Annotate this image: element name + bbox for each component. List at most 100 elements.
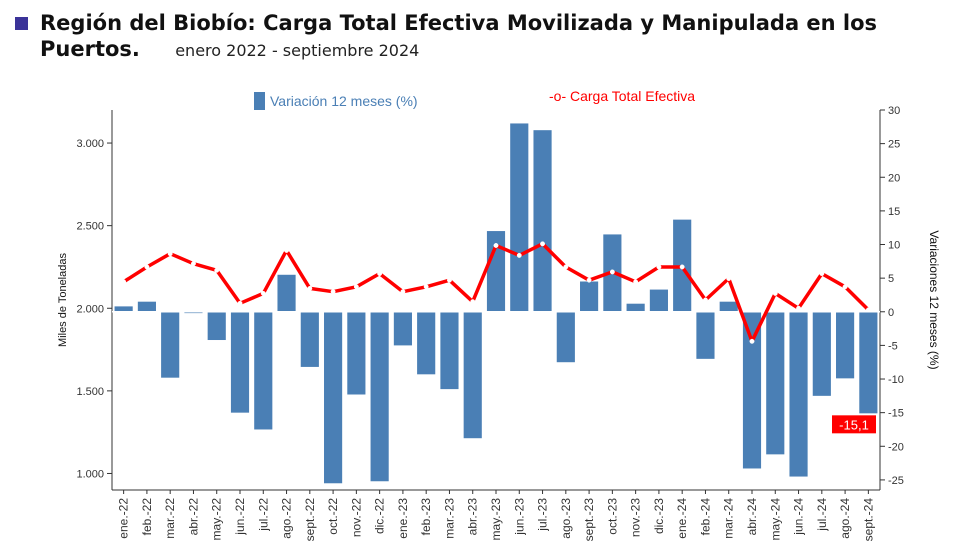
line-point-oct.-23 <box>609 269 615 275</box>
bar-jul.-22 <box>254 311 273 430</box>
bar-feb.-23 <box>417 311 436 375</box>
x-tick-label: dic.-22 <box>373 498 387 534</box>
bar-jul.-24 <box>812 311 831 396</box>
bar-jun.-24 <box>789 311 808 477</box>
line-point-nov.-23 <box>633 279 639 285</box>
line-point-may.-23 <box>493 243 499 248</box>
y-right-tick-label: -10 <box>888 374 904 386</box>
legend-line-label: -o- Carga Total Efectiva <box>549 88 695 104</box>
line-point-feb.-22 <box>144 264 150 270</box>
x-tick-label: abr.-22 <box>186 498 200 536</box>
bar-jun.-22 <box>230 311 250 413</box>
subtitle-text: enero 2022 - septiembre 2024 <box>175 41 420 60</box>
bar-ago.-22 <box>277 274 296 312</box>
bar-dic.-23 <box>649 289 668 312</box>
annotation-label: -15,1 <box>839 417 869 432</box>
x-tick-label: sept.-22 <box>303 498 317 542</box>
line-point-abr.-22 <box>191 261 196 267</box>
x-tick-label: oct.-23 <box>605 498 619 535</box>
y-right-tick-label: 30 <box>888 105 900 117</box>
line-point-jun.-22 <box>237 300 243 306</box>
legend-bar-swatch <box>254 92 265 110</box>
y-left-tick-label: 2.500 <box>76 221 104 233</box>
bar-ene.-23 <box>393 311 412 346</box>
line-point-abr.-24 <box>749 338 755 344</box>
y-left-tick-label: 2.000 <box>76 303 104 315</box>
line-point-jun.-24 <box>796 305 801 311</box>
bar-ene.-22 <box>114 306 133 312</box>
y-right-tick-label: -15 <box>888 408 904 420</box>
x-tick-label: nov.-22 <box>349 498 363 537</box>
bar-nov.-23 <box>626 303 645 312</box>
bar-abr.-23 <box>463 311 482 439</box>
line-point-dic.-23 <box>656 264 662 270</box>
y-right-tick-label: 25 <box>888 139 900 151</box>
title-text: Región del Biobío: Carga Total Efectiva … <box>40 11 878 61</box>
line-point-mar.-23 <box>447 277 452 283</box>
title-square-icon <box>15 17 28 30</box>
line-point-feb.-23 <box>423 284 429 290</box>
x-tick-label: sept.-24 <box>861 498 875 542</box>
bar-jun.-23 <box>510 123 529 312</box>
y-left-tick-label: 1.500 <box>76 386 104 398</box>
line-point-may.-24 <box>772 290 778 296</box>
line-point-oct.-22 <box>330 289 336 295</box>
bar-sept.-24 <box>859 311 878 414</box>
x-tick-label: ago.-22 <box>280 498 294 539</box>
x-tick-label: ago.-24 <box>838 498 852 539</box>
x-tick-label: jun.-24 <box>792 498 806 536</box>
bar-feb.-24 <box>696 311 715 359</box>
line-point-ago.-23 <box>563 264 569 270</box>
line-point-abr.-23 <box>470 299 476 305</box>
x-tick-label: mar.-22 <box>163 498 177 539</box>
y-right-tick-label: 0 <box>888 307 894 319</box>
x-tick-label: feb.-23 <box>419 498 433 536</box>
y-axis-left-title: Miles de Toneladas <box>57 253 69 347</box>
bar-sept.-22 <box>300 311 319 367</box>
bar-dic.-22 <box>370 311 389 482</box>
x-tick-label: oct.-22 <box>326 498 340 535</box>
line-point-may.-22 <box>214 267 220 273</box>
line-point-ene.-24 <box>679 264 685 270</box>
line-point-jul.-23 <box>540 241 545 247</box>
x-tick-label: jun.-23 <box>512 498 526 536</box>
y-left-tick-label: 1.000 <box>76 468 104 480</box>
line-point-sept.-24 <box>865 307 871 313</box>
line-point-ago.-22 <box>284 247 289 253</box>
x-tick-label: jul.-22 <box>256 498 270 532</box>
bar-may.-24 <box>766 311 785 455</box>
y-left-tick-label: 3.000 <box>76 138 104 150</box>
x-tick-label: mar.-23 <box>442 498 456 539</box>
line-point-mar.-22 <box>167 251 173 257</box>
x-tick-label: may.-22 <box>210 498 224 541</box>
line-point-sept.-22 <box>307 285 313 291</box>
bar-mar.-22 <box>161 311 180 378</box>
x-tick-label: nov.-23 <box>629 498 643 537</box>
x-tick-label: abr.-24 <box>745 498 759 536</box>
bar-may.-22 <box>207 311 226 341</box>
line-point-ago.-24 <box>842 284 848 290</box>
line-point-dic.-22 <box>377 271 383 277</box>
bar-mar.-24 <box>719 301 738 312</box>
bar-mar.-23 <box>440 311 459 390</box>
bar-nov.-22 <box>347 311 366 395</box>
bar-ago.-24 <box>836 311 855 379</box>
y-right-tick-label: 20 <box>888 172 900 184</box>
x-tick-label: ago.-23 <box>559 498 573 539</box>
y-right-tick-label: 5 <box>888 273 894 285</box>
x-tick-label: abr.-23 <box>466 498 480 536</box>
bar-oct.-22 <box>324 311 343 484</box>
line-point-jul.-24 <box>819 271 825 277</box>
bar-abr.-24 <box>742 311 762 469</box>
line-point-jun.-23 <box>516 252 522 258</box>
bar-may.-23 <box>486 231 506 312</box>
line-point-ene.-22 <box>121 279 127 285</box>
legend-bar-label: Variación 12 meses (%) <box>270 93 418 109</box>
y-right-tick-label: -5 <box>888 340 898 352</box>
bar-jul.-23 <box>533 130 552 312</box>
line-point-mar.-24 <box>726 276 732 281</box>
line-point-jul.-22 <box>260 290 266 296</box>
x-tick-label: jul.-23 <box>536 498 550 532</box>
x-tick-label: ene.-24 <box>675 498 689 539</box>
x-tick-label: ene.-23 <box>396 498 410 539</box>
